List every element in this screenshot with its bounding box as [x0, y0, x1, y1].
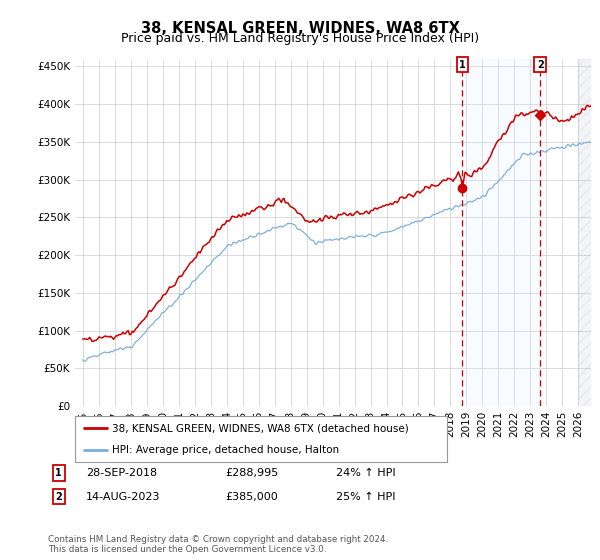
Text: HPI: Average price, detached house, Halton: HPI: Average price, detached house, Halt… [112, 445, 340, 455]
Text: 25% ↑ HPI: 25% ↑ HPI [336, 492, 395, 502]
Text: 1: 1 [459, 60, 466, 70]
Text: 2: 2 [537, 60, 544, 70]
Text: 1: 1 [55, 468, 62, 478]
Text: £385,000: £385,000 [225, 492, 278, 502]
Text: 28-SEP-2018: 28-SEP-2018 [86, 468, 157, 478]
Text: 24% ↑ HPI: 24% ↑ HPI [336, 468, 395, 478]
Bar [578, 59, 591, 406]
Text: Contains HM Land Registry data © Crown copyright and database right 2024.
This d: Contains HM Land Registry data © Crown c… [48, 535, 388, 554]
Text: Price paid vs. HM Land Registry's House Price Index (HPI): Price paid vs. HM Land Registry's House … [121, 32, 479, 45]
Text: 38, KENSAL GREEN, WIDNES, WA8 6TX: 38, KENSAL GREEN, WIDNES, WA8 6TX [140, 21, 460, 36]
Bar [463, 59, 540, 406]
Text: 2: 2 [55, 492, 62, 502]
Text: £288,995: £288,995 [225, 468, 278, 478]
Text: 38, KENSAL GREEN, WIDNES, WA8 6TX (detached house): 38, KENSAL GREEN, WIDNES, WA8 6TX (detac… [112, 423, 409, 433]
Text: 14-AUG-2023: 14-AUG-2023 [86, 492, 160, 502]
